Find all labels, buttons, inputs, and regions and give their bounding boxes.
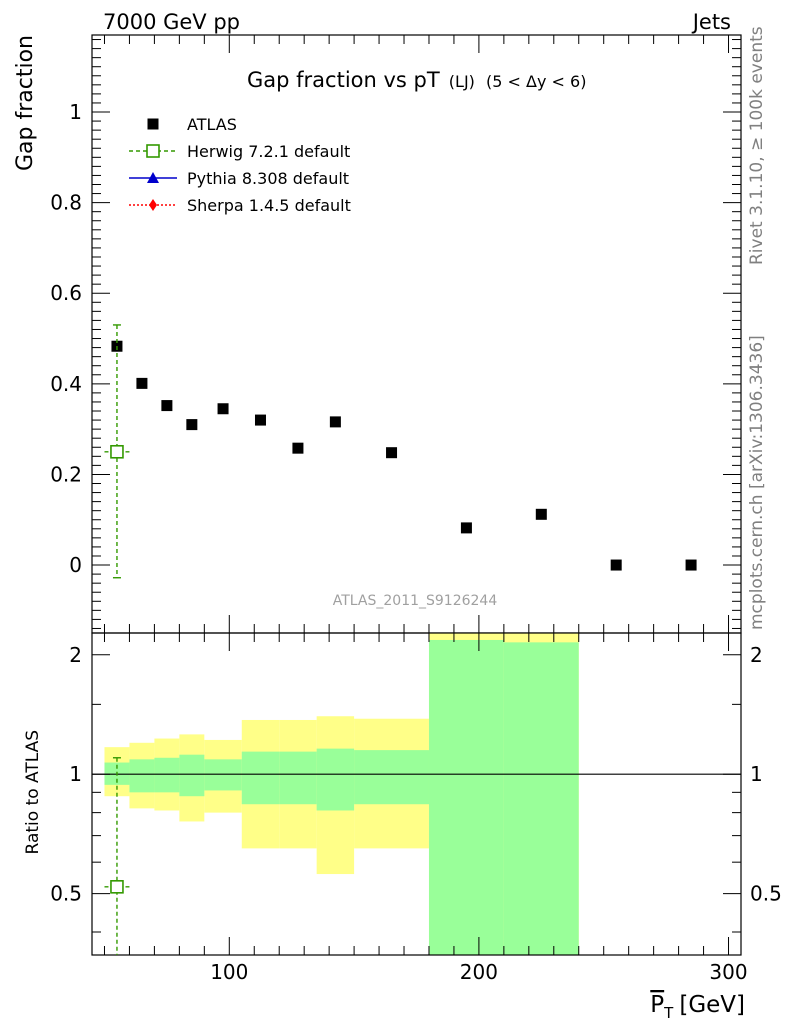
main-ytick-label-1: 0.2 xyxy=(50,462,82,486)
main-title: Gap fraction vs pT (LJ) (5 < Δy < 6) xyxy=(247,68,586,92)
legend-entry-0: ATLAS xyxy=(147,115,237,134)
ratio-band-stat-7 xyxy=(316,748,355,811)
ratio-ytick-label-right-2: 2 xyxy=(750,643,763,667)
ratio-band-stat-6 xyxy=(279,751,317,805)
ratio-ytick-label-left-1: 1 xyxy=(69,762,82,786)
main-ytick-label-2: 0.4 xyxy=(50,372,82,396)
ratio-ytick-label-right-0: 0.5 xyxy=(750,882,782,906)
ratio-ytick-label-left-2: 2 xyxy=(69,643,82,667)
atlas-point-11 xyxy=(610,559,622,571)
ratio-band-stat-5 xyxy=(241,751,280,805)
legend-marker-sherpa xyxy=(149,199,157,211)
main-title-text: Gap fraction vs pT xyxy=(247,68,440,92)
ratio-band-stat-2 xyxy=(154,757,180,793)
atlas-point-10 xyxy=(535,508,547,520)
analysis-watermark: ATLAS_2011_S9126244 xyxy=(333,593,498,609)
ratio-ylabel: Ratio to ATLAS xyxy=(23,730,43,855)
legend-marker-atlas xyxy=(147,118,159,130)
xlabel-sub: T xyxy=(663,1004,674,1022)
main-ylabel: Gap fraction xyxy=(13,35,38,171)
mcplots-label: mcplots.cern.ch [arXiv:1306.3436] xyxy=(747,335,767,630)
legend: ATLAS Herwig 7.2.1 default Pythia 8.308 de… xyxy=(129,115,351,215)
ratio-band-stat-8 xyxy=(354,750,429,805)
main-ytick-label-4: 0.8 xyxy=(50,191,82,215)
atlas-point-8 xyxy=(386,447,398,459)
main-ytick-label-5: 1 xyxy=(69,100,82,124)
main-title-range: (5 < Δy < 6) xyxy=(486,72,586,91)
ratio-band-stat-4 xyxy=(204,759,242,791)
herwig-point-0 xyxy=(110,444,124,459)
atlas-point-5 xyxy=(254,414,266,426)
header-process-label: Jets xyxy=(691,10,731,34)
ratio-ytick-label-right-1: 1 xyxy=(750,762,763,786)
atlas-point-2 xyxy=(161,400,173,412)
legend-marker-pythia xyxy=(147,172,159,183)
atlas-point-9 xyxy=(460,522,472,534)
legend-entry-1: Herwig 7.2.1 default xyxy=(129,142,350,161)
atlas-point-12 xyxy=(685,559,697,571)
main-ytick-label-0: 0 xyxy=(69,553,82,577)
ratio-xlabel: PT [GeV] xyxy=(650,992,745,1022)
ratio-frame xyxy=(91,632,742,956)
legend-entry-2: Pythia 8.308 default xyxy=(129,169,349,188)
legend-label-1: Herwig 7.2.1 default xyxy=(187,142,350,161)
header-energy-label: 7000 GeV pp xyxy=(103,10,240,34)
atlas-point-6 xyxy=(292,442,304,454)
legend-label-0: ATLAS xyxy=(187,115,237,134)
main-panel: 0 0.2 0.4 0.6 0.8 1 xyxy=(50,34,742,634)
main-title-sub: (LJ) xyxy=(449,72,475,91)
ratio-band-stat-3 xyxy=(179,754,205,797)
atlas-point-7 xyxy=(329,416,341,428)
atlas-point-3 xyxy=(186,419,198,431)
ratio-xtick-label-100: 100 xyxy=(210,960,248,984)
ratio-band-stat-1 xyxy=(129,759,155,793)
atlas-point-1 xyxy=(136,377,148,389)
main-ytick-label-3: 0.6 xyxy=(50,281,82,305)
ratio-panel: 100 200 300 0.5 0.5 1 1 2 2 xyxy=(50,632,782,984)
ratio-band-stat-9 xyxy=(428,639,504,955)
ratio-herwig-point-0 xyxy=(110,880,124,894)
legend-marker-herwig xyxy=(146,144,160,158)
ratio-xtick-label-300: 300 xyxy=(709,960,747,984)
rivet-version-label: Rivet 3.1.10, ≥ 100k events xyxy=(747,26,767,265)
legend-entry-3: Sherpa 1.4.5 default xyxy=(129,196,351,215)
xlabel-unit: [GeV] xyxy=(679,992,745,1018)
ratio-band-stat-10 xyxy=(503,642,579,955)
ratio-xtick-label-200: 200 xyxy=(460,960,498,984)
xlabel-main: P xyxy=(650,992,664,1018)
legend-label-3: Sherpa 1.4.5 default xyxy=(187,196,351,215)
atlas-point-4 xyxy=(217,403,229,415)
ratio-ytick-label-left-0: 0.5 xyxy=(50,882,82,906)
legend-label-2: Pythia 8.308 default xyxy=(187,169,349,188)
